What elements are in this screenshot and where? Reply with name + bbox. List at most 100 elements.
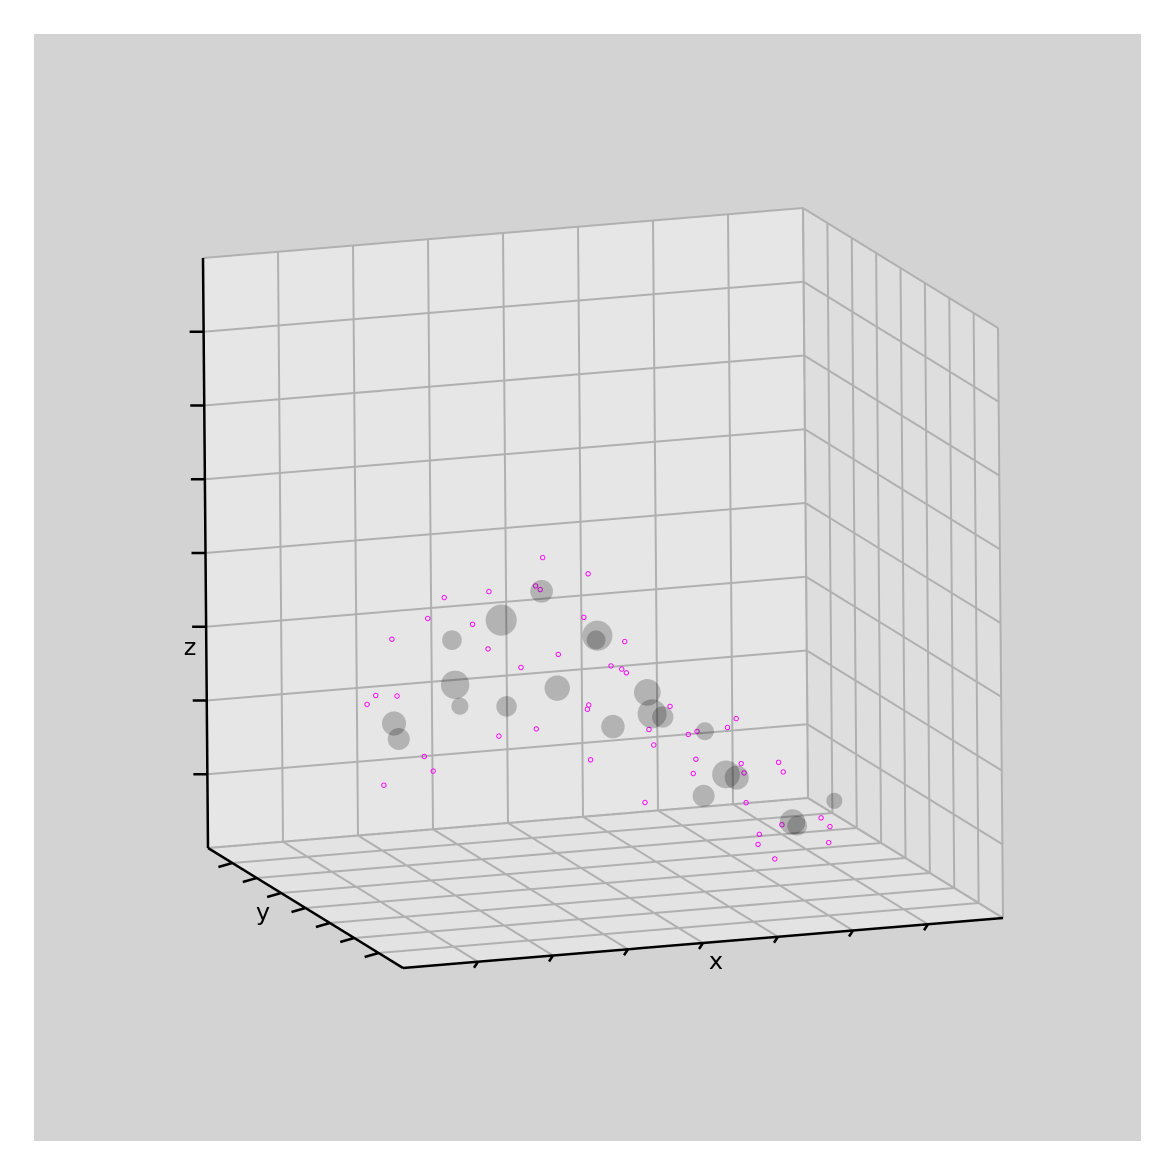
- point: [741, 770, 747, 776]
- grid-line: [802, 207, 809, 799]
- point: [724, 724, 731, 731]
- bubble: [387, 727, 410, 751]
- y-axis-label: y: [256, 898, 270, 926]
- bubble: [637, 699, 667, 729]
- y-tick: [266, 891, 282, 899]
- point: [532, 583, 539, 589]
- x-tick: [922, 923, 930, 931]
- z-axis-label: z: [184, 633, 197, 661]
- grid-line: [804, 428, 1001, 551]
- bubble: [826, 792, 843, 809]
- grid-line: [305, 857, 906, 909]
- point: [430, 768, 436, 774]
- point: [364, 701, 370, 708]
- point: [389, 636, 395, 642]
- bubble: [442, 630, 462, 650]
- grid-line: [803, 280, 1000, 403]
- point: [585, 571, 591, 577]
- point: [667, 703, 673, 710]
- point: [733, 715, 739, 722]
- grid-line: [875, 252, 883, 844]
- grid-line: [204, 354, 805, 407]
- point: [394, 693, 400, 699]
- y-tick: [364, 951, 379, 959]
- point: [826, 839, 832, 846]
- x-tick: [847, 929, 855, 938]
- point: [540, 554, 546, 561]
- point: [581, 614, 587, 620]
- point: [421, 753, 427, 760]
- grid-line: [582, 815, 779, 938]
- point: [755, 841, 761, 848]
- x-axis-label: x: [709, 947, 723, 975]
- marks: [364, 554, 843, 862]
- point: [555, 651, 561, 658]
- grid-line: [727, 214, 734, 805]
- bubble: [451, 697, 469, 715]
- bubble: [496, 696, 517, 717]
- point: [780, 769, 786, 775]
- point: [587, 757, 594, 763]
- bubble: [692, 784, 715, 807]
- x-tick: [697, 942, 705, 950]
- bubble: [652, 706, 674, 728]
- point: [738, 760, 744, 767]
- bubble: [440, 670, 470, 700]
- x-tick: [472, 961, 480, 969]
- point: [381, 782, 387, 788]
- grid-line: [652, 220, 659, 811]
- grid-line: [804, 502, 1002, 624]
- bubble: [381, 711, 407, 736]
- bubble: [787, 815, 808, 836]
- grid-line: [202, 207, 804, 259]
- point: [608, 663, 614, 669]
- y-tick: [291, 906, 306, 914]
- point: [518, 664, 524, 671]
- bubble: [633, 679, 661, 706]
- bubble: [601, 714, 625, 739]
- point: [827, 823, 833, 830]
- grid-line: [256, 827, 857, 879]
- grid-line: [204, 428, 805, 481]
- grid-line: [850, 237, 858, 829]
- y-tick: [339, 936, 355, 944]
- point: [772, 856, 778, 862]
- y-tick: [242, 876, 258, 884]
- grid-line: [732, 803, 929, 926]
- point: [818, 815, 824, 821]
- grid-line: [826, 222, 834, 814]
- grid-line: [203, 280, 804, 333]
- point: [622, 638, 628, 645]
- point: [756, 831, 763, 837]
- grid-line: [232, 812, 833, 864]
- bubble: [530, 579, 553, 603]
- bubble: [485, 604, 517, 636]
- panes: [189, 207, 1004, 970]
- point: [537, 586, 543, 593]
- grid-line: [802, 207, 999, 329]
- grid-line: [207, 797, 809, 849]
- point: [496, 733, 502, 739]
- point: [619, 666, 625, 672]
- point: [694, 728, 700, 735]
- bubble: [586, 630, 606, 650]
- grid-line: [803, 354, 1000, 477]
- bubble: [582, 620, 613, 651]
- point: [373, 692, 379, 699]
- point: [685, 731, 691, 738]
- point: [693, 756, 699, 762]
- point: [651, 742, 657, 748]
- bubble: [712, 760, 740, 789]
- grid-line: [657, 809, 854, 932]
- point: [779, 822, 785, 828]
- bubble: [779, 809, 806, 835]
- bubble: [724, 765, 749, 790]
- grid-line: [807, 797, 1004, 919]
- y-tick: [315, 921, 331, 929]
- grid-line: [281, 842, 882, 894]
- point: [533, 726, 539, 732]
- point: [743, 800, 749, 806]
- point: [623, 670, 630, 676]
- x-tick: [547, 954, 555, 963]
